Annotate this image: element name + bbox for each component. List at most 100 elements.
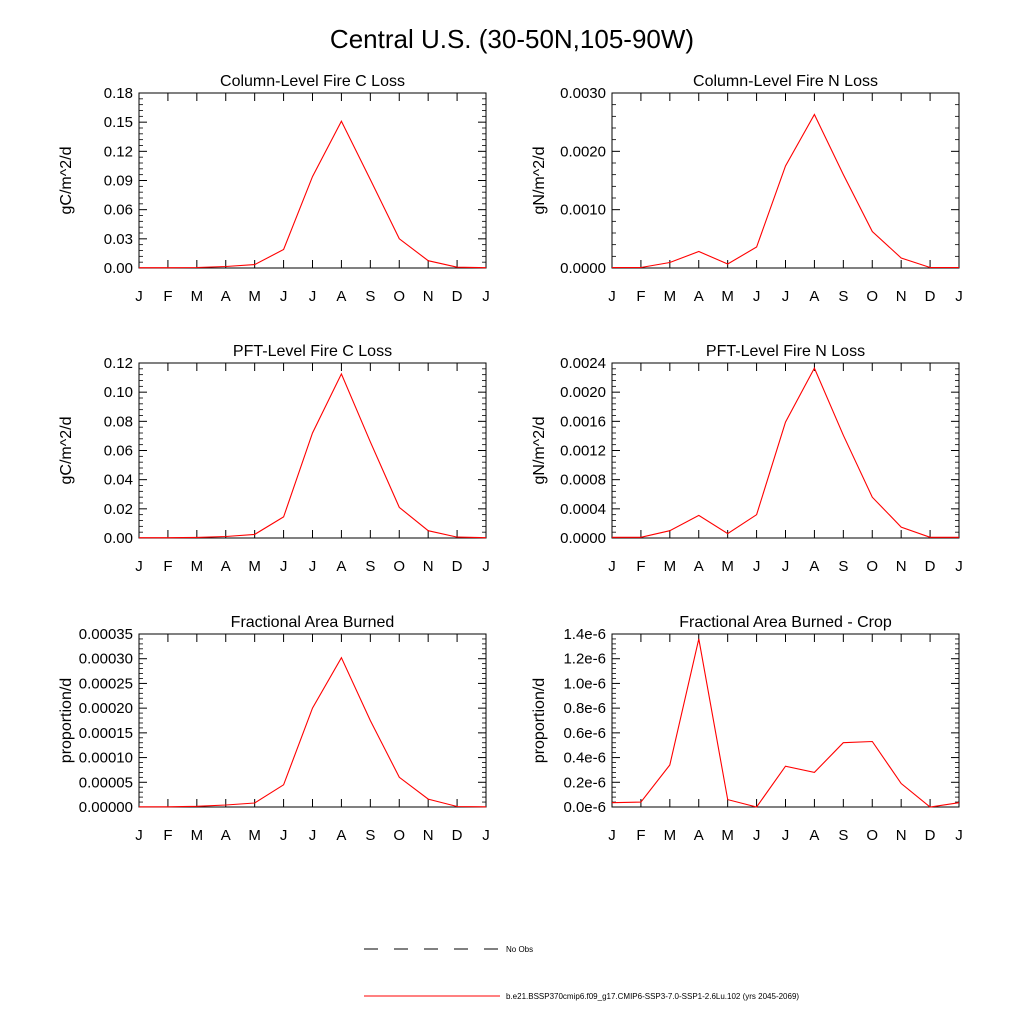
y-tick-label: 0.4e-6 — [563, 750, 606, 767]
y-tick-label: 0.03 — [104, 231, 133, 248]
x-tick-label: J — [955, 288, 963, 305]
x-tick-label: J — [782, 288, 790, 305]
plot-frame — [611, 633, 960, 808]
y-tick-label: 0.0e-6 — [563, 799, 606, 816]
x-tick-label: J — [753, 288, 761, 305]
x-tick-label: O — [866, 558, 878, 575]
y-tick-label: 0.0008 — [560, 472, 606, 489]
y-tick-label: 0.0000 — [560, 530, 606, 547]
y-tick-label: 0.8e-6 — [563, 700, 606, 717]
y-tick-label: 0.0016 — [560, 413, 606, 430]
x-tick-label: N — [423, 827, 434, 844]
chart-panel-6: Fractional Area Burned - Crop proportion/… — [531, 614, 963, 844]
x-tick-label: A — [221, 558, 231, 575]
x-tick-label: J — [135, 288, 143, 305]
y-axis-label: gN/m^2/d — [531, 417, 548, 485]
x-tick-label: D — [452, 288, 463, 305]
y-tick-label: 0.18 — [104, 85, 133, 102]
x-tick-label: D — [925, 558, 936, 575]
x-tick-label: J — [309, 288, 317, 305]
x-tick-label: D — [452, 558, 463, 575]
x-tick-label: J — [135, 558, 143, 575]
y-tick-label: 0.2e-6 — [563, 774, 606, 791]
x-tick-label: F — [163, 827, 172, 844]
y-tick-label: 0.0030 — [560, 85, 606, 102]
y-tick-label: 0.0004 — [560, 501, 606, 518]
plot-frame — [138, 633, 487, 808]
y-tick-label: 0.00020 — [79, 700, 133, 717]
x-tick-label: A — [694, 558, 704, 575]
y-tick-label: 0.0020 — [560, 384, 606, 401]
x-tick-label: A — [336, 827, 346, 844]
x-tick-label: S — [838, 827, 848, 844]
x-tick-label: A — [694, 827, 704, 844]
x-tick-label: N — [896, 558, 907, 575]
y-tick-label: 0.00030 — [79, 651, 133, 668]
legend-label-2: b.e21.BSSP370cmip6.f09_g17.CMIP6-SSP3-7.… — [506, 992, 799, 1001]
chart-panel-1: Column-Level Fire C Loss gC/m^2/d 0.00 0.03… — [58, 73, 490, 305]
y-tick-label: 0.00010 — [79, 750, 133, 767]
plot-frame — [138, 362, 487, 539]
x-tick-label: J — [309, 558, 317, 575]
x-tick-label: M — [248, 558, 261, 575]
x-tick-label: F — [636, 288, 645, 305]
x-tick-label: M — [664, 558, 677, 575]
series-line — [139, 119, 487, 269]
x-tick-label: M — [191, 558, 204, 575]
x-tick-label: F — [636, 558, 645, 575]
x-tick-label: J — [135, 827, 143, 844]
x-tick-label: M — [191, 288, 204, 305]
y-axis-label: gC/m^2/d — [58, 147, 75, 215]
x-tick-label: J — [782, 827, 790, 844]
x-tick-label: F — [163, 288, 172, 305]
x-tick-label: A — [809, 288, 819, 305]
x-tick-label: N — [423, 288, 434, 305]
y-tick-label: 0.10 — [104, 384, 133, 401]
x-tick-label: S — [365, 827, 375, 844]
x-tick-label: N — [896, 288, 907, 305]
x-tick-label: N — [896, 827, 907, 844]
x-tick-label: M — [721, 558, 734, 575]
y-tick-label: 0.00 — [104, 260, 133, 277]
y-tick-label: 1.2e-6 — [563, 651, 606, 668]
x-tick-label: J — [280, 558, 288, 575]
y-tick-label: 0.08 — [104, 413, 133, 430]
x-tick-label: M — [664, 827, 677, 844]
y-tick-label: 0.00025 — [79, 675, 133, 692]
y-tick-label: 0.00015 — [79, 725, 133, 742]
x-tick-label: N — [423, 558, 434, 575]
x-tick-label: M — [721, 827, 734, 844]
chart-panel-4: PFT-Level Fire N Loss gN/m^2/d 0.0000 0.000… — [531, 343, 963, 575]
y-axis-label: gC/m^2/d — [58, 417, 75, 485]
y-tick-label: 0.0024 — [560, 355, 606, 372]
x-tick-label: D — [452, 827, 463, 844]
x-tick-label: M — [191, 827, 204, 844]
chart-title: PFT-Level Fire N Loss — [706, 343, 865, 360]
x-tick-label: A — [221, 288, 231, 305]
y-tick-label: 0.04 — [104, 472, 133, 489]
chart-title: Fractional Area Burned — [231, 614, 395, 631]
x-tick-label: J — [608, 827, 616, 844]
x-tick-label: A — [336, 558, 346, 575]
x-tick-label: M — [248, 288, 261, 305]
legend: No Obs b.e21.BSSP370cmip6.f09_g17.CMIP6-S… — [364, 945, 799, 1001]
x-tick-label: O — [393, 558, 405, 575]
chart-panel-5: Fractional Area Burnedproportion/d0.0000… — [58, 614, 490, 844]
x-tick-label: J — [482, 827, 490, 844]
plot-frame — [611, 362, 960, 539]
x-tick-label: F — [636, 827, 645, 844]
chart-panel-3: PFT-Level Fire C Loss gC/m^2/d 0.00 0.02 0.0… — [58, 343, 490, 575]
y-tick-label: 0.06 — [104, 202, 133, 219]
y-tick-label: 0.00005 — [79, 774, 133, 791]
chart-title: Fractional Area Burned - Crop — [679, 614, 892, 631]
x-tick-label: A — [221, 827, 231, 844]
legend-label-1: No Obs — [506, 945, 533, 954]
x-tick-label: O — [866, 288, 878, 305]
x-tick-label: F — [163, 558, 172, 575]
x-tick-label: J — [753, 558, 761, 575]
x-tick-label: D — [925, 827, 936, 844]
y-tick-label: 0.00035 — [79, 626, 133, 643]
y-tick-label: 0.12 — [104, 355, 133, 372]
